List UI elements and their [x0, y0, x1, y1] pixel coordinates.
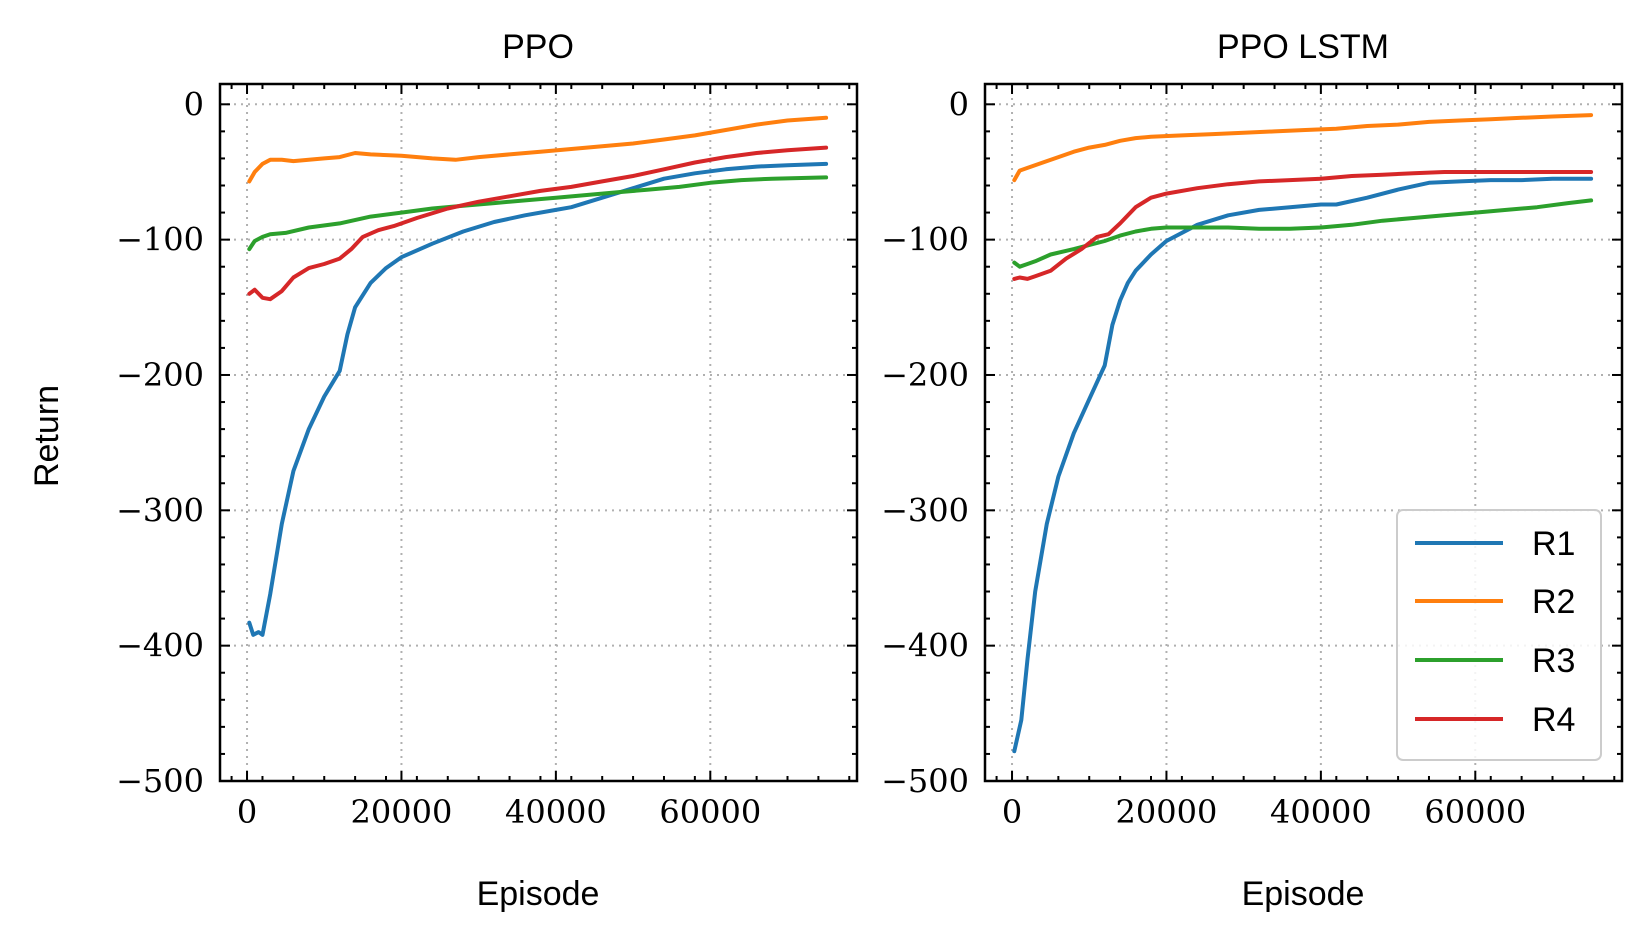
- panel-ppo-ticks: 0 20000 40000 60000 0 −100 −200 −300 −400 −500: [116, 84, 857, 831]
- y-tick-label: −500: [881, 762, 969, 800]
- panel-ppo-lstm: 0 20000 40000 60000 0 −100 −200 −300 −400 −500 PP…: [881, 28, 1624, 913]
- series-line-r1: [247, 161, 829, 637]
- legend: R1 R2 R3 R4: [1396, 509, 1602, 761]
- x-tick-label: 40000: [505, 793, 607, 831]
- y-tick-label: −400: [881, 627, 969, 665]
- panel-ppo-series: [247, 115, 829, 637]
- x-tick-label: 0: [237, 793, 257, 831]
- y-axis-title: Return: [28, 385, 66, 487]
- y-tick-label: −400: [116, 627, 204, 665]
- panel-ppo-title: PPO: [502, 28, 574, 66]
- y-tick-label: 0: [949, 85, 969, 123]
- legend-box: [1396, 509, 1602, 761]
- legend-label-r3: R3: [1532, 642, 1575, 680]
- x-tick-label: 20000: [1116, 793, 1218, 831]
- panel-ppo-x-axis-title: Episode: [477, 875, 600, 913]
- series-line-r4: [247, 145, 829, 302]
- y-tick-label: −100: [116, 221, 204, 259]
- series-line-r3: [247, 175, 829, 252]
- y-tick-label: −500: [116, 762, 204, 800]
- legend-label-r1: R1: [1532, 525, 1575, 563]
- y-tick-label: −200: [116, 356, 204, 394]
- x-tick-label: 60000: [659, 793, 761, 831]
- x-tick-label: 40000: [1270, 793, 1372, 831]
- panel-ppo: 0 20000 40000 60000 0 −100 −200 −300 −400 −500 PP…: [116, 28, 859, 913]
- legend-label-r4: R4: [1532, 701, 1575, 739]
- panel-ppo-grid: [220, 84, 857, 782]
- series-line-r3: [1012, 198, 1594, 269]
- panel-ppo-lstm-frame: [983, 82, 1624, 783]
- x-tick-label: 0: [1002, 793, 1022, 831]
- y-tick-label: −200: [881, 356, 969, 394]
- y-tick-label: −100: [881, 221, 969, 259]
- panel-ppo-frame: [218, 82, 859, 783]
- panel-ppo-lstm-title: PPO LSTM: [1217, 28, 1389, 66]
- x-tick-label: 20000: [351, 793, 453, 831]
- x-tick-label: 60000: [1424, 793, 1526, 831]
- panel-ppo-lstm-series: [1012, 113, 1594, 754]
- y-tick-label: 0: [184, 85, 204, 123]
- series-line-r1: [1012, 176, 1594, 754]
- legend-label-r2: R2: [1532, 583, 1575, 621]
- series-line-r2: [247, 115, 829, 184]
- panel-ppo-lstm-x-axis-title: Episode: [1242, 875, 1365, 913]
- y-tick-label: −300: [881, 491, 969, 529]
- y-tick-label: −300: [116, 491, 204, 529]
- series-line-r4: [1012, 170, 1594, 281]
- series-line-r2: [1012, 113, 1594, 183]
- panel-ppo-lstm-ticks: 0 20000 40000 60000 0 −100 −200 −300 −400 −500: [881, 84, 1622, 831]
